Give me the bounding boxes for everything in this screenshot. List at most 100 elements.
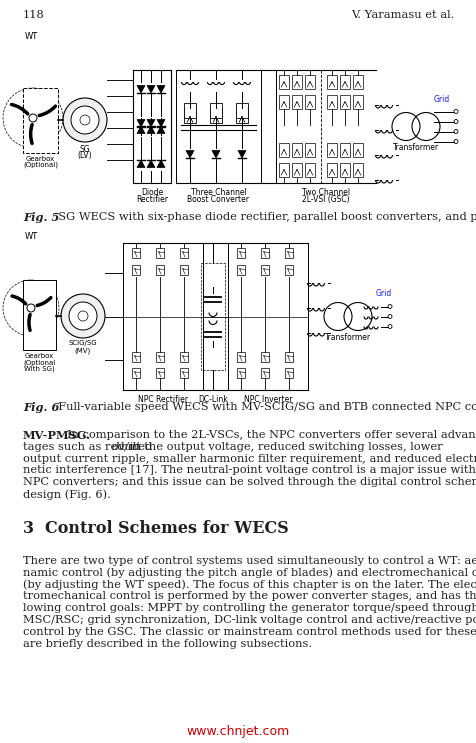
Text: tages such as reduced: tages such as reduced (23, 442, 156, 452)
Text: (MV): (MV) (75, 347, 91, 354)
Text: SCIG/SG: SCIG/SG (69, 340, 97, 346)
Bar (352, 95, 362, 109)
Bar (156, 368, 164, 377)
Bar (352, 143, 362, 157)
Bar (132, 352, 140, 362)
Circle shape (63, 98, 107, 142)
Bar (278, 143, 288, 157)
Circle shape (27, 304, 35, 312)
Bar (339, 75, 349, 89)
Text: 118: 118 (23, 10, 45, 20)
Bar (237, 368, 245, 377)
Polygon shape (147, 160, 155, 167)
Polygon shape (186, 151, 194, 158)
Bar (339, 163, 349, 177)
Bar (304, 143, 314, 157)
Bar (23, 88, 58, 153)
Bar (236, 103, 248, 118)
Circle shape (69, 302, 97, 330)
Text: MV-PMSG.: MV-PMSG. (23, 430, 91, 441)
Text: NPC Inverter: NPC Inverter (243, 395, 292, 404)
Bar (184, 108, 196, 123)
Bar (184, 103, 196, 118)
Text: Grid: Grid (433, 96, 449, 105)
Text: V. Yaramasu et al.: V. Yaramasu et al. (350, 10, 453, 20)
Text: WT: WT (25, 232, 38, 241)
Bar (132, 248, 140, 258)
Bar (179, 248, 188, 258)
Polygon shape (137, 120, 145, 127)
Text: lowing control goals: MPPT by controlling the generator torque/speed through the: lowing control goals: MPPT by controllin… (23, 603, 476, 613)
Circle shape (71, 106, 99, 134)
Text: (Optional): (Optional) (23, 162, 58, 169)
Text: Transformer: Transformer (324, 334, 370, 343)
Text: In comparison to the 2L-VSCs, the NPC converters offer several advan-: In comparison to the 2L-VSCs, the NPC co… (67, 430, 476, 440)
Text: design (Fig. 6).: design (Fig. 6). (23, 489, 110, 499)
Bar (156, 352, 164, 362)
Bar (209, 108, 221, 123)
Text: www.chnjet.com: www.chnjet.com (186, 725, 289, 738)
Bar (291, 95, 301, 109)
Circle shape (61, 294, 105, 338)
Bar (304, 75, 314, 89)
Bar (352, 163, 362, 177)
Polygon shape (137, 85, 145, 93)
Bar (304, 163, 314, 177)
Bar (291, 75, 301, 89)
Bar (284, 352, 292, 362)
Text: output current ripple, smaller harmonic filter requirement, and reduced electrom: output current ripple, smaller harmonic … (23, 453, 476, 464)
Text: Full-variable speed WECS with MV-SCIG/SG and BTB connected NPC converter: Full-variable speed WECS with MV-SCIG/SG… (51, 402, 476, 412)
Bar (327, 163, 336, 177)
Polygon shape (157, 126, 165, 134)
Bar (179, 265, 188, 275)
Text: WT: WT (25, 32, 38, 41)
Bar (132, 368, 140, 377)
Text: NPC Rectifier: NPC Rectifier (138, 395, 188, 404)
Polygon shape (211, 151, 219, 158)
Bar (339, 95, 349, 109)
Text: Control Schemes for WECS: Control Schemes for WECS (45, 520, 288, 537)
Bar (352, 75, 362, 89)
Bar (260, 368, 268, 377)
Text: 3: 3 (23, 520, 34, 537)
Circle shape (29, 114, 37, 122)
Polygon shape (147, 120, 155, 127)
Bar (327, 143, 336, 157)
Bar (260, 352, 268, 362)
Polygon shape (137, 126, 145, 134)
Polygon shape (147, 85, 155, 93)
Text: With SG): With SG) (24, 365, 55, 372)
Bar (284, 368, 292, 377)
Text: Transformer: Transformer (392, 143, 438, 152)
Text: Fig. 5: Fig. 5 (23, 212, 59, 223)
Bar (278, 75, 288, 89)
Text: in the output voltage, reduced switching losses, lower: in the output voltage, reduced switching… (126, 442, 442, 452)
Text: Boost Converter: Boost Converter (187, 195, 249, 204)
Bar (260, 265, 268, 275)
Bar (291, 163, 301, 177)
Text: Three Channel: Three Channel (190, 188, 246, 197)
Bar (23, 280, 56, 350)
Text: Rectifier: Rectifier (136, 195, 168, 204)
Bar (237, 248, 245, 258)
Bar (179, 368, 188, 377)
Text: Grid: Grid (375, 290, 391, 299)
Bar (156, 265, 164, 275)
Bar (291, 143, 301, 157)
Text: DC-Link: DC-Link (198, 395, 228, 404)
Bar (179, 352, 188, 362)
Text: Gearbox: Gearbox (26, 156, 55, 162)
Text: Gearbox: Gearbox (25, 353, 54, 359)
Text: 2L-VSI (GSC): 2L-VSI (GSC) (302, 195, 349, 204)
Bar (327, 95, 336, 109)
Text: NPC converters; and this issue can be solved through the digital control scheme: NPC converters; and this issue can be so… (23, 477, 476, 487)
Text: Fig. 6: Fig. 6 (23, 402, 59, 413)
Text: namic control (by adjusting the pitch angle of blades) and electromechanical con: namic control (by adjusting the pitch an… (23, 568, 476, 578)
Text: SG WECS with six-phase diode rectifier, parallel boost converters, and parallel : SG WECS with six-phase diode rectifier, … (51, 212, 476, 222)
Text: Two Channel: Two Channel (301, 188, 349, 197)
Text: are briefly described in the following subsections.: are briefly described in the following s… (23, 638, 311, 649)
Bar (278, 95, 288, 109)
Bar (339, 143, 349, 157)
Bar (132, 265, 140, 275)
Bar (200, 263, 225, 370)
